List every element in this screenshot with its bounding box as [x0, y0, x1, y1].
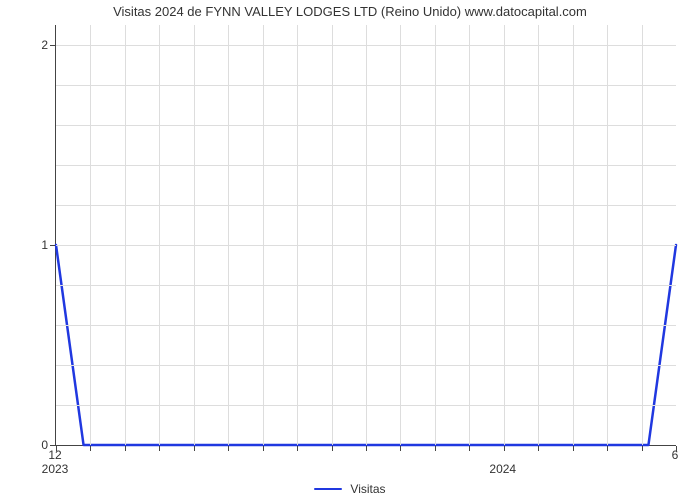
tick-v [332, 446, 333, 451]
legend-swatch [314, 488, 342, 490]
x-axis-year-label: 2023 [42, 462, 69, 476]
gridline-v [90, 25, 91, 445]
gridline-h [56, 285, 676, 286]
tick-v [366, 446, 367, 451]
visits-chart: Visitas 2024 de FYNN VALLEY LODGES LTD (… [0, 0, 700, 500]
y-axis-label: 1 [41, 238, 48, 252]
gridline-v [297, 25, 298, 445]
gridline-v [366, 25, 367, 445]
gridline-v [159, 25, 160, 445]
legend: Visitas [0, 481, 700, 496]
tick-h [50, 45, 55, 46]
gridline-h [56, 245, 676, 246]
tick-v [642, 446, 643, 451]
tick-v [573, 446, 574, 451]
y-axis-label: 2 [41, 38, 48, 52]
gridline-v [607, 25, 608, 445]
gridline-h [56, 85, 676, 86]
gridline-h [56, 45, 676, 46]
gridline-v [435, 25, 436, 445]
tick-v [263, 446, 264, 451]
gridline-h [56, 365, 676, 366]
plot-area [55, 25, 676, 446]
tick-v [538, 446, 539, 451]
gridline-v [642, 25, 643, 445]
tick-v [159, 446, 160, 451]
chart-title: Visitas 2024 de FYNN VALLEY LODGES LTD (… [0, 4, 700, 19]
gridline-v [573, 25, 574, 445]
gridline-v [228, 25, 229, 445]
tick-v [125, 446, 126, 451]
y-axis-label: 0 [41, 438, 48, 452]
gridline-h [56, 205, 676, 206]
gridline-v [469, 25, 470, 445]
gridline-h [56, 325, 676, 326]
tick-v [400, 446, 401, 451]
tick-v [297, 446, 298, 451]
tick-v [469, 446, 470, 451]
gridline-v [263, 25, 264, 445]
tick-h [50, 445, 55, 446]
tick-v [90, 446, 91, 451]
gridline-h [56, 165, 676, 166]
gridline-h [56, 125, 676, 126]
legend-label: Visitas [350, 482, 385, 496]
x-axis-year-label: 2024 [489, 462, 516, 476]
gridline-v [538, 25, 539, 445]
gridline-v [125, 25, 126, 445]
x-axis-month-end: 6 [672, 448, 679, 462]
tick-h [50, 245, 55, 246]
tick-v [228, 446, 229, 451]
tick-v [607, 446, 608, 451]
gridline-v [400, 25, 401, 445]
tick-v [435, 446, 436, 451]
gridline-h [56, 405, 676, 406]
gridline-v [332, 25, 333, 445]
tick-v [504, 446, 505, 451]
tick-v [194, 446, 195, 451]
x-axis-month-start: 12 [48, 448, 61, 462]
gridline-v [504, 25, 505, 445]
gridline-v [194, 25, 195, 445]
